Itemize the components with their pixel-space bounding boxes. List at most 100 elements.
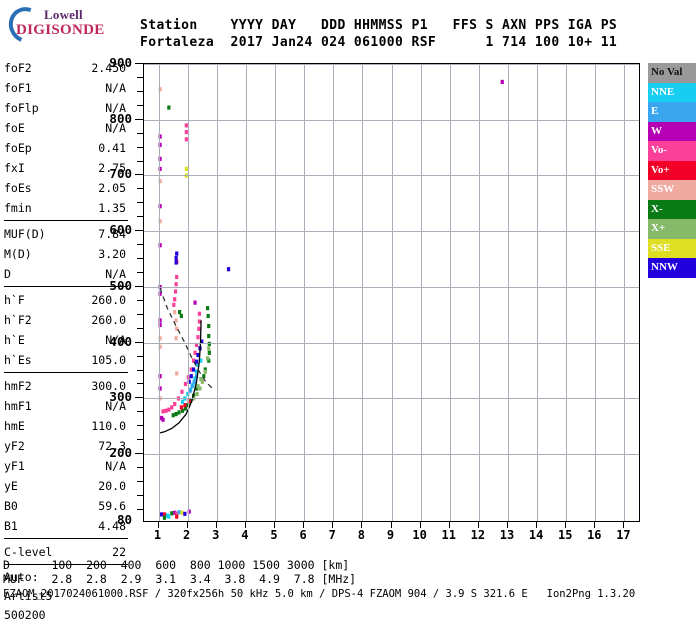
param-key: h`Es [4, 353, 32, 367]
x-axis-label: 7 [328, 528, 336, 542]
gridline-vertical [188, 64, 189, 521]
logo-lowell-text: Lowell [44, 7, 83, 22]
gridline-vertical [595, 64, 596, 521]
gridline-horizontal [144, 343, 639, 344]
param-value: 59.6 [98, 499, 126, 513]
legend-item-vo[interactable]: Vo+ [648, 160, 696, 180]
param-key: D [4, 267, 11, 281]
x-axis-tick [215, 522, 217, 528]
param-value: 22 [112, 545, 126, 559]
x-axis-tick [274, 522, 276, 528]
station-header-line1: Station YYYY DAY DDD HHMMSS P1 FFS S AXN… [140, 18, 618, 33]
param-key: hmF2 [4, 379, 32, 393]
x-axis-tick [623, 522, 625, 528]
gridline-horizontal [144, 120, 639, 121]
param-value: 300.0 [91, 379, 126, 393]
x-axis-label: 8 [357, 528, 365, 542]
legend-item-nne[interactable]: NNE [648, 82, 696, 102]
gridline-horizontal [144, 64, 639, 65]
footer-muf-row: MUF 2.8 2.8 2.9 3.1 3.4 3.8 4.9 7.8 [MHz… [3, 572, 357, 586]
param-value: N/A [105, 267, 126, 281]
param-key: foFlp [4, 101, 39, 115]
x-axis-label: 11 [441, 528, 456, 542]
y-axis-label: 500 [109, 277, 132, 293]
legend-item-ssw[interactable]: SSW [648, 180, 696, 200]
param-row-fmin: fmin 1.35 [2, 198, 130, 218]
param-key: yF2 [4, 439, 25, 453]
param-row-fof1: foF1 N/A [2, 78, 130, 98]
legend-item-nnw[interactable]: NNW [648, 258, 696, 278]
param-row-hme: hmE 110.0 [2, 416, 130, 436]
param-row-clevel: C-level 22 [2, 542, 130, 562]
x-axis-label: 5 [270, 528, 278, 542]
gridline-horizontal [144, 454, 639, 455]
y-axis-label: 900 [109, 55, 132, 70]
y-axis-minor-tick [137, 508, 143, 510]
legend-item-vo[interactable]: Vo- [648, 141, 696, 161]
x-axis-label: 12 [470, 528, 486, 542]
y-axis-minor-tick [137, 230, 143, 232]
param-key: h`E [4, 333, 25, 347]
y-axis-minor-tick [137, 327, 143, 329]
gridline-vertical [392, 64, 393, 521]
param-row-md: M(D) 3.20 [2, 244, 130, 264]
x-axis-tick [594, 522, 596, 528]
series-esregion [159, 509, 191, 520]
param-key: MUF(D) [4, 227, 46, 241]
param-key: M(D) [4, 247, 32, 261]
y-axis-minor-tick [137, 313, 143, 315]
param-row-hmf2: hmF2 300.0 [2, 376, 130, 396]
param-value: 2.450 [91, 61, 126, 75]
y-axis-minor-tick [137, 425, 143, 427]
x-axis-label: 6 [299, 528, 307, 542]
y-axis-minor-tick [137, 411, 143, 413]
param-value: 3.20 [98, 247, 126, 261]
x-axis-tick [477, 522, 479, 528]
legend-item-x[interactable]: X- [648, 199, 696, 219]
ionogram-plot-area[interactable] [143, 63, 640, 522]
y-axis-label: 700 [109, 166, 132, 182]
y-axis-minor-tick [137, 132, 143, 134]
legend-item-sse[interactable]: SSE [648, 238, 696, 258]
y-axis-label: 300 [109, 389, 132, 405]
param-group-clevel: C-level 22 [2, 542, 130, 562]
param-key: fxI [4, 161, 25, 175]
param-row-b0: B0 59.6 [2, 496, 130, 516]
x-axis-label: 10 [412, 528, 427, 542]
param-divider [4, 538, 128, 539]
gridline-vertical [450, 64, 451, 521]
polarization-direction-legend[interactable]: No Val NNE E W Vo- Vo+ SSW X- X+ SSE NNW [648, 63, 696, 278]
x-axis-tick [536, 522, 538, 528]
y-axis-minor-tick [137, 299, 143, 301]
gridline-vertical [479, 64, 480, 521]
param-value: N/A [105, 121, 126, 135]
y-axis-minor-tick [137, 494, 143, 496]
param-value: N/A [105, 101, 126, 115]
gridline-vertical [421, 64, 422, 521]
param-group-profile: hmF2 300.0 hmF1 N/A hmE 110.0 yF2 72.3 yF1 N/A yE 2… [2, 376, 130, 536]
gridline-horizontal [144, 398, 639, 399]
param-key: foF2 [4, 61, 32, 75]
trace-muf-curve-dashed [159, 287, 213, 389]
param-value: N/A [105, 81, 126, 95]
y-axis-minor-tick [137, 90, 143, 92]
lowell-digisonde-logo: Lowell DIGISONDE [2, 1, 116, 49]
x-axis-tick [303, 522, 305, 528]
param-row-foes: foEs 2.05 [2, 178, 130, 198]
legend-item-w[interactable]: W [648, 121, 696, 141]
x-axis-tick [361, 522, 363, 528]
y-axis-minor-tick [137, 467, 143, 469]
gridline-vertical [537, 64, 538, 521]
param-value: 0.41 [98, 141, 126, 155]
param-row-he: h`E N/A [2, 330, 130, 350]
legend-item-noval[interactable]: No Val [648, 63, 696, 83]
param-value: 105.0 [91, 353, 126, 367]
param-row-b1: B1 4.48 [2, 516, 130, 536]
param-key: B0 [4, 499, 18, 513]
x-axis-tick [448, 522, 450, 528]
param-divider [4, 286, 128, 287]
y-axis-minor-tick [137, 63, 143, 64]
param-key: B1 [4, 519, 18, 533]
legend-item-x[interactable]: X+ [648, 219, 696, 239]
legend-item-e[interactable]: E [648, 102, 696, 122]
